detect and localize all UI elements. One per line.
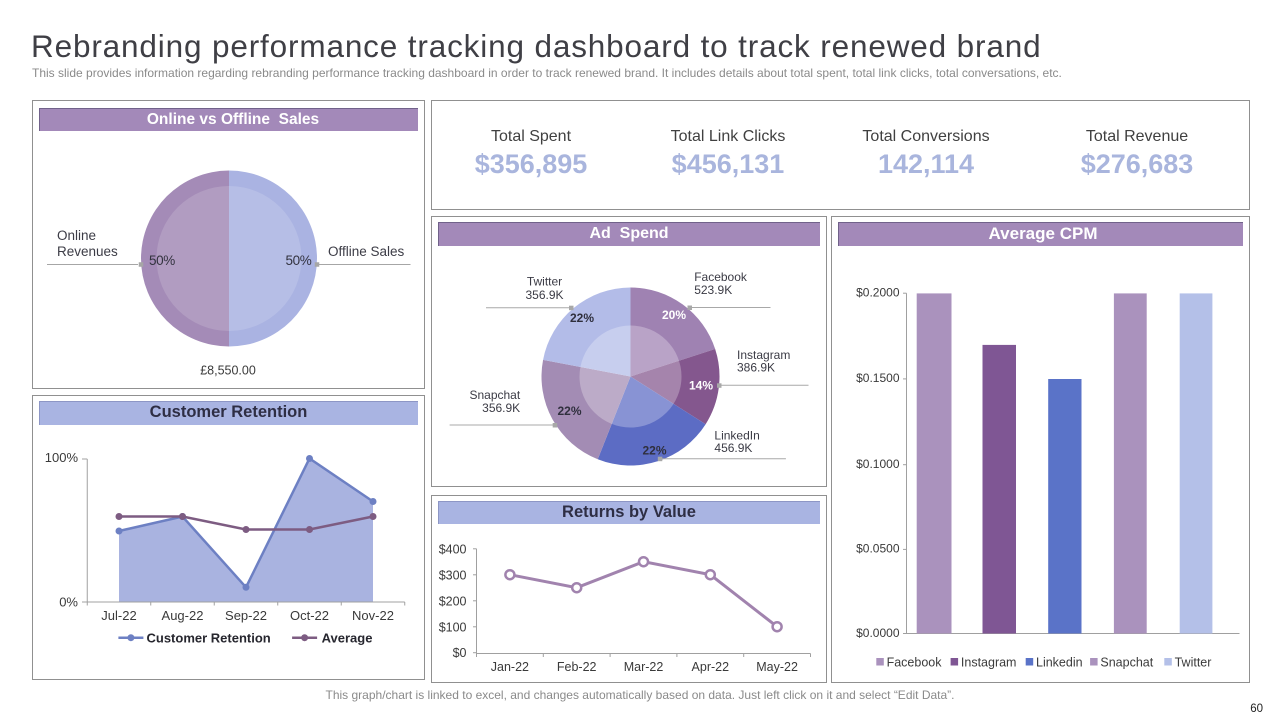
svg-text:Nov-22: Nov-22 xyxy=(352,608,394,623)
svg-text:386.9K: 386.9K xyxy=(737,361,775,375)
svg-text:Twitter: Twitter xyxy=(527,275,562,289)
svg-text:Apr-22: Apr-22 xyxy=(692,660,730,674)
svg-text:356.9K: 356.9K xyxy=(482,401,520,415)
svg-text:$200: $200 xyxy=(439,594,467,608)
svg-text:Twitter: Twitter xyxy=(1175,655,1212,669)
svg-text:Aug-22: Aug-22 xyxy=(162,608,204,623)
svg-text:$0.1000: $0.1000 xyxy=(856,457,900,471)
svg-text:$0.0500: $0.0500 xyxy=(856,542,900,556)
svg-text:$100: $100 xyxy=(439,620,467,634)
svg-text:$0.2000: $0.2000 xyxy=(856,286,900,300)
svg-text:$300: $300 xyxy=(439,568,467,582)
svg-text:Jan-22: Jan-22 xyxy=(491,660,529,674)
svg-text:Facebook: Facebook xyxy=(694,270,748,284)
svg-text:£8,550.00: £8,550.00 xyxy=(200,364,256,378)
svg-text:20%: 20% xyxy=(662,308,686,322)
svg-text:$0: $0 xyxy=(453,646,467,660)
svg-text:Mar-22: Mar-22 xyxy=(624,660,664,674)
svg-text:14%: 14% xyxy=(689,379,713,393)
svg-text:50%: 50% xyxy=(149,253,175,268)
svg-text:Customer Retention: Customer Retention xyxy=(147,630,271,645)
svg-text:Online: Online xyxy=(57,228,96,243)
svg-text:Instagram: Instagram xyxy=(961,655,1017,669)
svg-text:Average: Average xyxy=(322,630,373,645)
svg-text:22%: 22% xyxy=(570,311,594,325)
svg-text:$0.1500: $0.1500 xyxy=(856,371,900,385)
svg-text:Snapchat: Snapchat xyxy=(1100,655,1153,669)
svg-text:0%: 0% xyxy=(59,595,78,610)
svg-text:Sep-22: Sep-22 xyxy=(225,608,267,623)
svg-text:LinkedIn: LinkedIn xyxy=(714,428,759,442)
svg-text:Offline Sales: Offline Sales xyxy=(328,244,405,259)
svg-text:356.9K: 356.9K xyxy=(525,288,563,302)
svg-text:22%: 22% xyxy=(642,444,666,458)
svg-text:50%: 50% xyxy=(286,253,312,268)
svg-text:Feb-22: Feb-22 xyxy=(557,660,597,674)
svg-text:523.9K: 523.9K xyxy=(694,283,732,297)
svg-text:$0.0000: $0.0000 xyxy=(856,626,900,640)
svg-text:$400: $400 xyxy=(439,542,467,556)
svg-text:Snapchat: Snapchat xyxy=(469,388,520,402)
svg-text:Instagram: Instagram xyxy=(737,348,790,362)
svg-text:Jul-22: Jul-22 xyxy=(101,608,136,623)
svg-text:Facebook: Facebook xyxy=(887,655,943,669)
svg-text:May-22: May-22 xyxy=(756,660,798,674)
svg-text:22%: 22% xyxy=(557,404,581,418)
svg-text:Oct-22: Oct-22 xyxy=(290,608,329,623)
svg-text:Linkedin: Linkedin xyxy=(1036,655,1083,669)
svg-text:456.9K: 456.9K xyxy=(714,441,752,455)
svg-text:Revenues: Revenues xyxy=(57,244,118,259)
svg-text:100%: 100% xyxy=(45,450,79,465)
